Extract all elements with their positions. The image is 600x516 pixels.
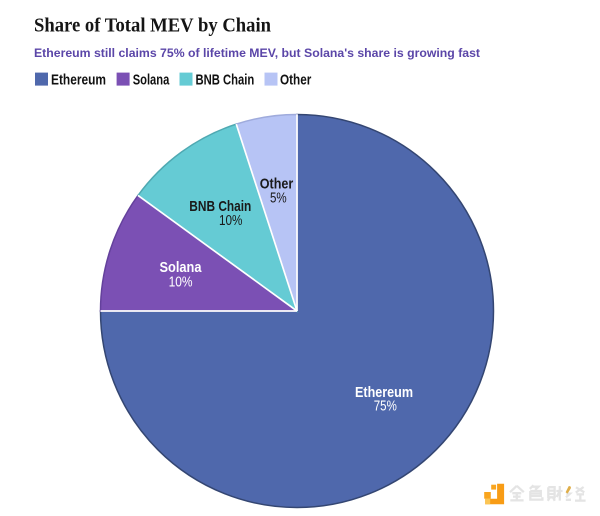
svg-text:BNB Chain: BNB Chain <box>196 73 255 89</box>
svg-text:10%: 10% <box>169 274 193 290</box>
svg-text:Solana: Solana <box>133 73 170 89</box>
svg-text:Other: Other <box>260 175 294 192</box>
svg-text:Ethereum: Ethereum <box>51 73 106 89</box>
svg-text:75%: 75% <box>374 398 397 414</box>
svg-text:Ethereum still claims 75% of l: Ethereum still claims 75% of lifetime ME… <box>34 46 480 60</box>
svg-text:Solana: Solana <box>160 259 203 276</box>
svg-text:Ethereum: Ethereum <box>355 384 413 401</box>
svg-text:Other: Other <box>280 73 312 89</box>
svg-text:10%: 10% <box>219 213 243 229</box>
svg-text:BNB Chain: BNB Chain <box>189 198 251 215</box>
svg-text:Share of Total MEV by Chain: Share of Total MEV by Chain <box>34 16 271 37</box>
svg-text:5%: 5% <box>270 190 287 206</box>
